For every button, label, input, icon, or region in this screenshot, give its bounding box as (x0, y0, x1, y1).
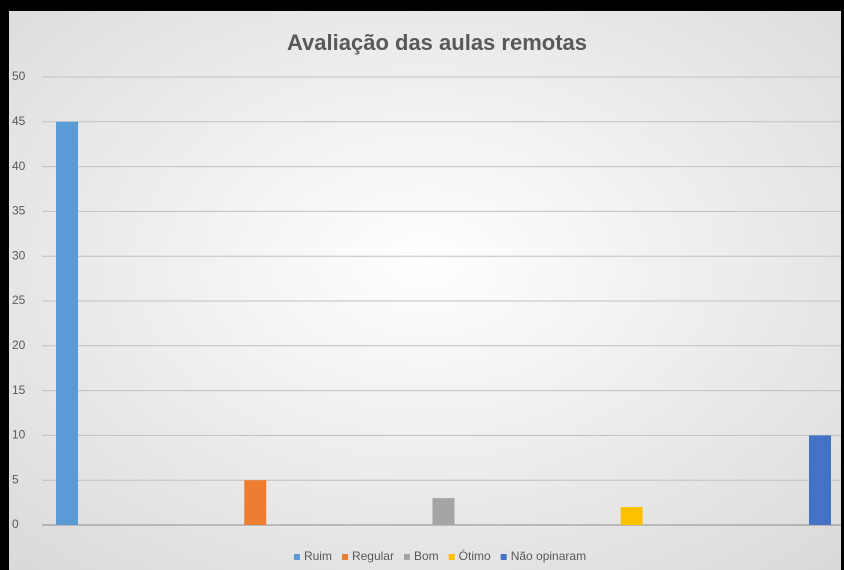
legend-label: Ótimo (459, 548, 491, 563)
legend-swatch (341, 554, 348, 560)
y-tick-label: 45 (12, 114, 26, 128)
chart-title: Avaliação das aulas remotas (287, 30, 587, 55)
y-tick-label: 35 (12, 204, 26, 218)
legend-label: Não opinaram (511, 549, 586, 563)
legend-swatch (403, 554, 410, 560)
y-tick-label: 5 (12, 472, 19, 486)
y-tick-label: 40 (12, 159, 26, 173)
y-tick-label: 0 (12, 517, 19, 531)
legend-swatch (448, 554, 455, 560)
bar (244, 480, 267, 525)
legend-label: Bom (414, 549, 439, 563)
bar (620, 507, 643, 525)
bar (56, 121, 78, 526)
bar (432, 498, 455, 525)
y-tick-label: 10 (12, 428, 26, 442)
legend-swatch (500, 554, 507, 560)
legend-label: Ruim (304, 549, 332, 563)
legend-label: Regular (352, 549, 394, 563)
legend-swatch (293, 554, 300, 560)
y-tick-label: 15 (12, 383, 26, 397)
bar (809, 435, 831, 525)
chart-area (9, 11, 841, 570)
y-tick-label: 50 (12, 69, 26, 83)
y-tick-label: 25 (12, 293, 26, 307)
y-tick-label: 30 (12, 248, 26, 262)
y-tick-label: 20 (12, 338, 26, 352)
